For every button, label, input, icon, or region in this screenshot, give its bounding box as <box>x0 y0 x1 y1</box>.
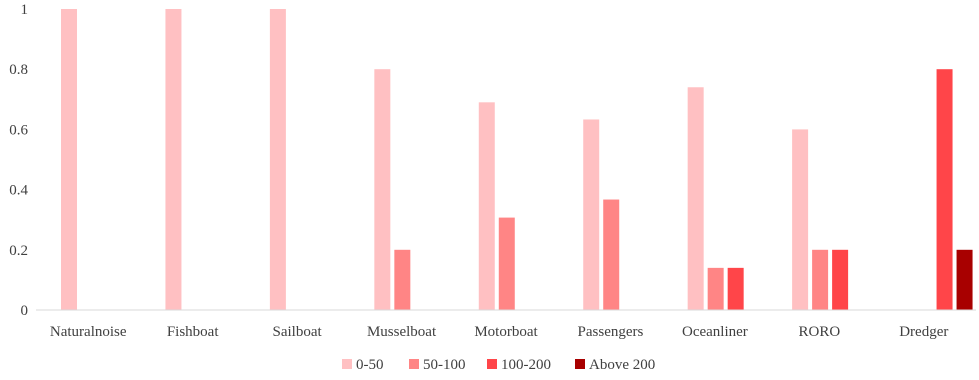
bar-100-200-dredger <box>936 69 953 310</box>
y-tick-label: 0.8 <box>9 62 28 78</box>
legend-swatch <box>575 359 585 369</box>
legend-label: 0-50 <box>356 357 384 373</box>
y-tick-label: 0.2 <box>9 243 28 259</box>
bar-100-200-roro <box>832 249 849 310</box>
x-category-label: Musselboat <box>367 324 437 340</box>
bar-50-100-oceanliner <box>707 267 724 310</box>
legend-label: Above 200 <box>589 357 655 373</box>
y-tick-label: 0 <box>21 303 29 319</box>
legend-label: 50-100 <box>423 357 466 373</box>
y-tick-label: 1 <box>21 2 29 18</box>
bars-layer <box>61 9 973 310</box>
bar-50-100-musselboat <box>394 249 411 310</box>
x-axis-categories: Naturalnoise Fishboat Sailboat Musselboat Mo… <box>50 324 948 340</box>
bar-0-50-oceanliner <box>687 87 704 310</box>
bar-0-50-fishboat <box>165 9 182 310</box>
bar-0-50-roro <box>792 129 809 310</box>
bar-50-100-motorboat <box>498 217 515 310</box>
bar-above-200-dredger <box>956 249 973 310</box>
legend: 0-50 50-100 100-200 Above 200 <box>342 357 655 373</box>
legend-swatch <box>409 359 419 369</box>
bar-50-100-roro <box>812 249 829 310</box>
x-category-label: Sailboat <box>273 324 323 340</box>
bar-0-50-musselboat <box>374 69 391 310</box>
bar-0-50-passengers <box>583 119 600 310</box>
x-category-label: Fishboat <box>167 324 220 340</box>
legend-swatch <box>342 359 352 369</box>
legend-swatch <box>487 359 497 369</box>
bar-0-50-sailboat <box>269 9 286 310</box>
x-category-label: Dredger <box>899 324 948 340</box>
legend-label: 100-200 <box>501 357 551 373</box>
bar-0-50-naturalnoise <box>61 9 77 310</box>
x-category-label: Motorboat <box>474 324 538 340</box>
x-category-label: Passengers <box>578 324 644 340</box>
x-category-label: Naturalnoise <box>50 324 127 340</box>
bar-50-100-passengers <box>603 199 620 310</box>
x-category-label: Oceanliner <box>682 324 748 340</box>
bar-100-200-oceanliner <box>727 267 744 310</box>
y-tick-label: 0.4 <box>9 183 28 199</box>
y-tick-label: 0.6 <box>9 122 28 138</box>
x-category-label: RORO <box>798 324 840 340</box>
y-axis-ticks: 0 0.2 0.4 0.6 0.8 1 <box>9 2 28 319</box>
bar-0-50-motorboat <box>478 102 495 310</box>
